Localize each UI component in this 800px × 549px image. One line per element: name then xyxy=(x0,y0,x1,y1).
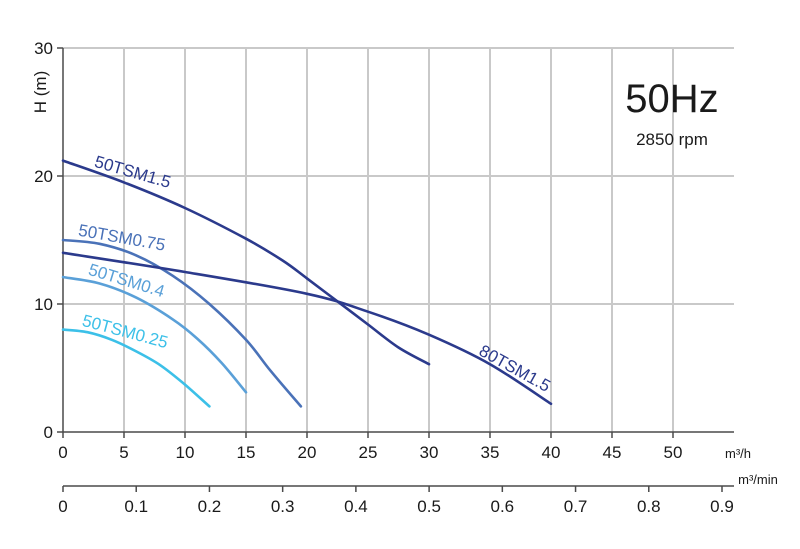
x-tick-label: 15 xyxy=(237,443,256,462)
y-tick-label: 0 xyxy=(44,423,53,442)
curve-50tsm0-25 xyxy=(61,328,211,408)
x2-axis-unit: m³/min xyxy=(738,472,778,487)
grid-lines xyxy=(63,47,734,432)
x-tick-label: 25 xyxy=(359,443,378,462)
performance-curves xyxy=(61,159,553,408)
curve-50tsm0-75 xyxy=(61,238,303,408)
x-tick-label: 45 xyxy=(603,443,622,462)
x-tick-label: 35 xyxy=(481,443,500,462)
x-tick-label: 30 xyxy=(420,443,439,462)
x-tick-label: 20 xyxy=(298,443,317,462)
curve-label-80tsm1-5: 80TSM1.5 xyxy=(476,341,554,396)
y-tick-label: 20 xyxy=(34,167,53,186)
x2-tick-label: 0 xyxy=(58,497,67,516)
curve-50tsm1-5 xyxy=(61,159,431,366)
x-axis-unit: m³/h xyxy=(725,446,751,461)
frequency-label: 50Hz xyxy=(625,77,718,121)
curve-50tsm0-4 xyxy=(61,275,248,394)
x-tick-label: 5 xyxy=(119,443,128,462)
y-tick-label: 30 xyxy=(34,39,53,58)
x2-tick-label: 0.7 xyxy=(564,497,588,516)
x2-tick-label: 0.8 xyxy=(637,497,661,516)
x2-tick-label: 0.1 xyxy=(124,497,148,516)
x2-tick-label: 0.5 xyxy=(417,497,441,516)
curve-80tsm1-5 xyxy=(61,251,553,406)
y-axis-label: H (m) xyxy=(31,71,50,113)
x-tick-label: 40 xyxy=(542,443,561,462)
x-tick-label: 0 xyxy=(58,443,67,462)
x-tick-label: 50 xyxy=(664,443,683,462)
x2-tick-label: 0.4 xyxy=(344,497,368,516)
x2-tick-label: 0.6 xyxy=(491,497,515,516)
x2-tick-label: 0.3 xyxy=(271,497,295,516)
y-tick-label: 10 xyxy=(34,295,53,314)
x2-tick-label: 0.2 xyxy=(198,497,222,516)
x-tick-label: 10 xyxy=(176,443,195,462)
speed-label: 2850 rpm xyxy=(636,130,708,149)
x2-tick-label: 0.9 xyxy=(710,497,734,516)
